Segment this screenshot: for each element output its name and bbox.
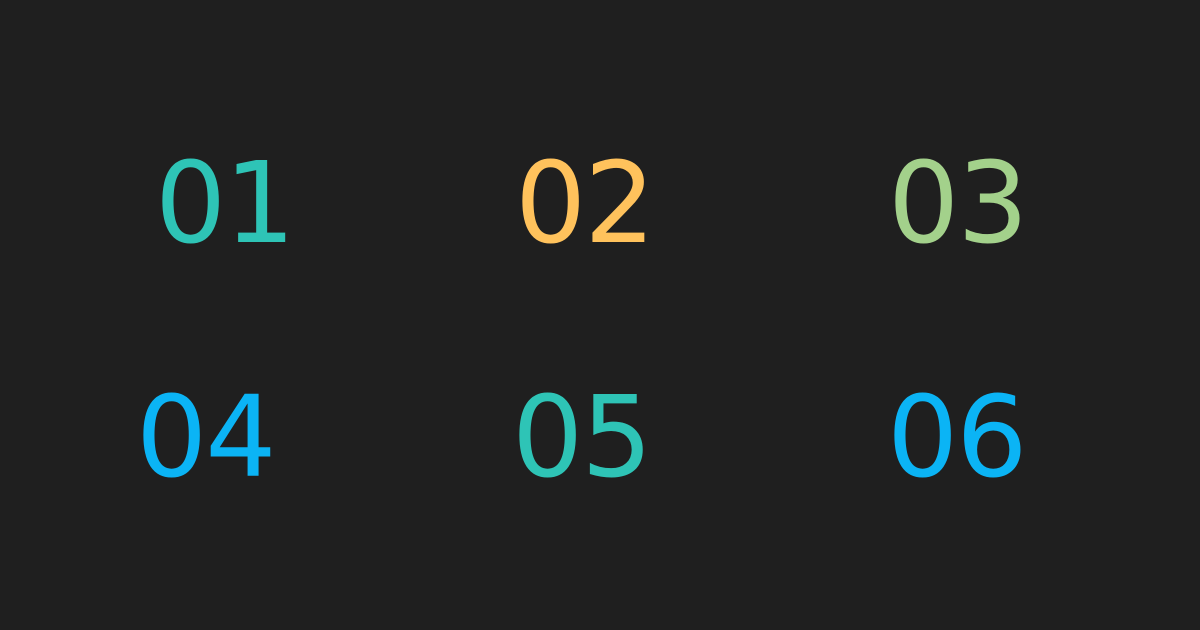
number-04: 04	[136, 373, 277, 503]
number-02: 02	[515, 139, 656, 269]
number-03: 03	[888, 139, 1029, 269]
number-06: 06	[887, 373, 1028, 503]
number-01: 01	[155, 139, 296, 269]
number-05: 05	[512, 373, 653, 503]
